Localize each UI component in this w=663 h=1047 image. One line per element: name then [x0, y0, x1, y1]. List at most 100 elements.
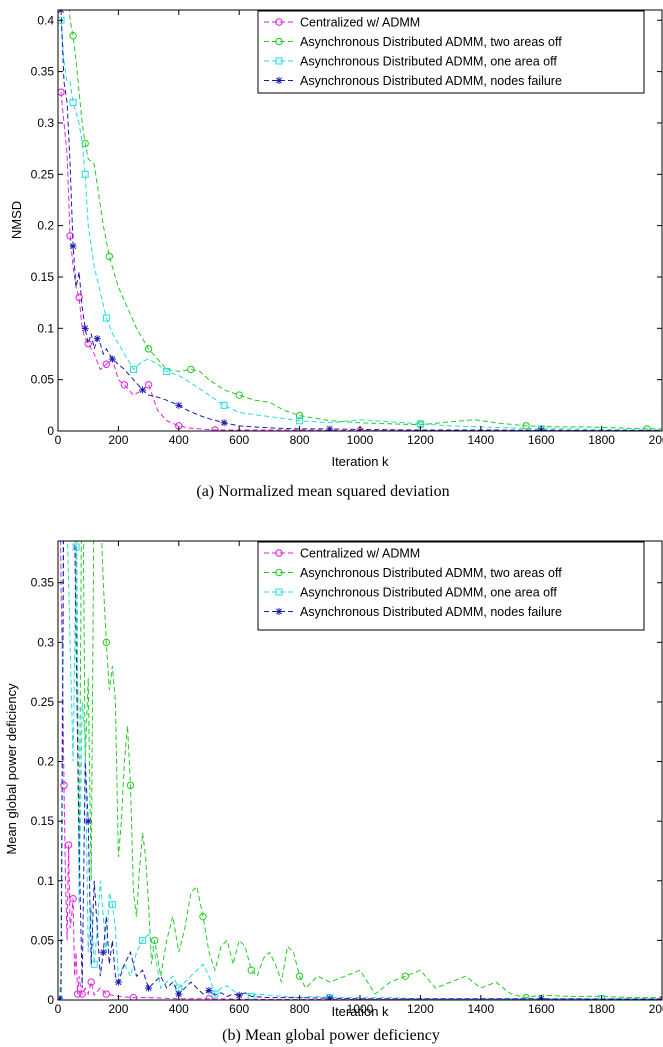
chart-b-series-2-point [295, 972, 304, 980]
legend-label: Asynchronous Distributed ADMM, two areas… [300, 566, 562, 580]
legend-label: Asynchronous Distributed ADMM, one area … [300, 586, 557, 600]
x-tick-label: 400 [169, 1002, 189, 1016]
chart-b-legend: Centralized w/ ADMM Asynchronous Distribu… [257, 541, 645, 631]
y-tick-label: 0.1 [37, 874, 54, 888]
chart-a-series-layer [58, 10, 662, 431]
x-tick-label: 1800 [588, 1002, 615, 1016]
chart-b-series-2-point [199, 912, 207, 921]
chart-a-series-4 [58, 10, 662, 431]
x-tick-label: 800 [290, 433, 310, 447]
chart-a-series-1 [58, 88, 662, 431]
chart-b-series-4-point [145, 984, 153, 992]
legend-entry: Asynchronous Distributed ADMM, two areas… [264, 566, 562, 580]
chart-a-series-2 [68, 10, 662, 431]
chart-b: 020040060080010001200140016001800200000.… [4, 400, 663, 1044]
chart-a-series-2-point [69, 31, 77, 40]
chart-a-series-3-point [69, 98, 77, 106]
y-tick-label: 0.3 [37, 635, 54, 649]
chart-a-series-2-point [643, 425, 651, 431]
x-tick-label: 1000 [347, 1002, 374, 1016]
y-tick-label: 0 [47, 424, 54, 438]
chart-a-series-1-point [144, 381, 153, 389]
chart-b-series-1-point [129, 993, 138, 1000]
chart-a-series-4-point [69, 242, 77, 250]
x-tick-label: 400 [169, 433, 189, 447]
chart-a-series-1-point [75, 293, 83, 302]
chart-b-x-axis-label: Iteration k [331, 1004, 389, 1019]
chart-b-series-4-point [99, 948, 107, 956]
x-tick-label: 1600 [528, 1002, 555, 1016]
chart-b-y-axis-label: Mean global power deficiency [4, 683, 19, 855]
chart-a-caption: (a) Normalized mean squared deviation [196, 483, 449, 500]
chart-b-series-4-point [205, 986, 213, 994]
chart-b-series-layer [58, 400, 662, 1000]
chart-b-series-2-point [126, 781, 135, 790]
chart-b-series-2-point [79, 401, 85, 407]
y-tick-label: 0 [47, 993, 54, 1007]
chart-b-series-3-point [108, 901, 116, 909]
legend-swatch-marker [275, 77, 283, 84]
x-tick-label: 1200 [407, 433, 434, 447]
legend-label: Centralized w/ ADMM [300, 16, 420, 30]
chart-b-series-3-point [72, 543, 80, 551]
y-tick-label: 0.25 [31, 695, 55, 709]
legend-entry: Asynchronous Distributed ADMM, nodes fai… [264, 74, 562, 88]
legend-swatch-marker [275, 18, 283, 26]
chart-b-series-4-point [84, 817, 92, 825]
legend-swatch-marker [275, 37, 283, 46]
x-tick-label: 1000 [347, 433, 374, 447]
chart-b-series-4-point [70, 400, 77, 407]
chart-a-series-1-point [66, 232, 74, 240]
x-tick-label: 1600 [528, 433, 555, 447]
y-tick-label: 0.35 [31, 576, 55, 590]
chart-b-series-3-point [326, 994, 334, 1000]
chart-b-series-4-point [326, 994, 334, 1000]
chart-b-series-2-point [102, 638, 111, 647]
legend-label: Asynchronous Distributed ADMM, one area … [300, 55, 557, 69]
y-tick-label: 0.3 [37, 116, 54, 130]
chart-b-series-2 [58, 401, 662, 1000]
chart-a-series-2-point [105, 252, 114, 261]
chart-a-series-4-line [60, 10, 662, 431]
chart-a-series-4-point [139, 386, 147, 394]
chart-a-series-2-line [68, 10, 662, 430]
x-tick-label: 0 [55, 1002, 62, 1016]
chart-b-series-4-line [59, 541, 662, 1000]
y-tick-label: 0.15 [31, 270, 55, 284]
chart-a-series-3-point [81, 170, 89, 178]
chart-a-series-2-point [187, 365, 195, 374]
x-tick-label: 1800 [588, 433, 615, 447]
legend-box [257, 10, 645, 94]
x-tick-label: 1400 [467, 1002, 494, 1016]
chart-b-caption: (b) Mean global power deficiency [222, 1027, 440, 1044]
chart-a-y-axis-label: NMSD [9, 201, 24, 239]
y-tick-label: 0.2 [37, 755, 54, 769]
y-tick-label: 0.1 [37, 321, 54, 335]
x-tick-label: 600 [229, 433, 249, 447]
chart-b-series-1-point [87, 978, 95, 986]
chart-a-series-4-point [175, 401, 183, 409]
chart-b-series-1-point [205, 995, 213, 1000]
chart-a-series-3-line [60, 20, 662, 431]
chart-a-series-2-point [522, 422, 530, 430]
chart-b-series-1-point [78, 990, 86, 998]
chart-b-series-2-point [150, 936, 159, 945]
chart-b-series-1-point [73, 990, 82, 998]
chart-b-series-3-point [139, 936, 147, 944]
y-tick-label: 0.05 [31, 933, 55, 947]
chart-a-series-3-point [102, 314, 110, 322]
chart-b-series-1-point [102, 990, 111, 998]
chart-b-series-4-point [175, 990, 183, 998]
legend-label: Asynchronous Distributed ADMM, nodes fai… [300, 605, 562, 619]
x-tick-label: 600 [229, 1002, 249, 1016]
legend-entry: Centralized w/ ADMM [264, 16, 420, 30]
chart-a-series-2-point [295, 411, 304, 420]
chart-a-series-4-point [81, 324, 89, 332]
chart-b-series-2-point [247, 966, 255, 974]
x-tick-label: 1400 [467, 433, 494, 447]
chart-a-series-3-point [163, 367, 171, 375]
